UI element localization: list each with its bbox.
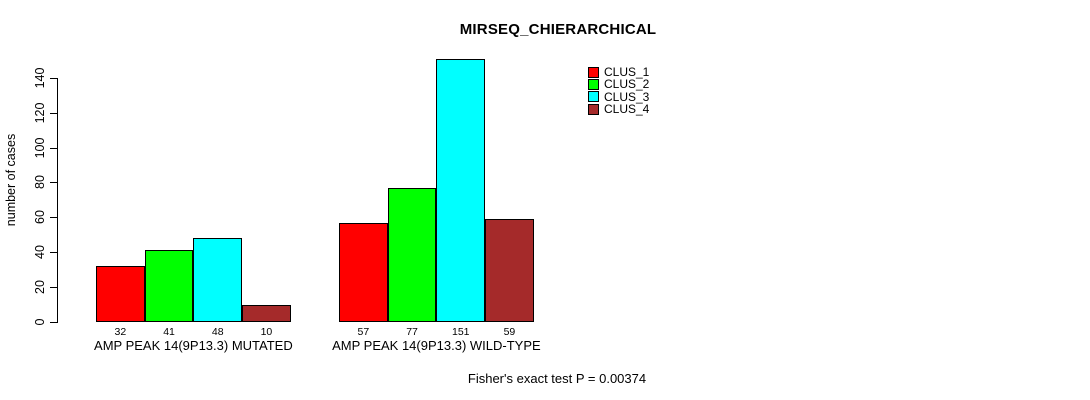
bar-value-label: 151 (451, 326, 470, 338)
y-tick (50, 252, 57, 254)
bar-value-label: 59 (503, 326, 516, 338)
legend-color-swatch-icon (588, 103, 599, 115)
legend-item: CLUS_3 (588, 91, 649, 103)
p-value-caption: Fisher's exact test P = 0.00374 (467, 371, 647, 386)
bar-value-label: 10 (260, 326, 273, 338)
bar-clus_1-group2 (339, 222, 388, 322)
y-tick (50, 322, 57, 323)
y-tick (50, 77, 57, 79)
y-tick (50, 182, 57, 184)
y-tick (50, 287, 57, 289)
y-tick (50, 112, 57, 114)
group-label: AMP PEAK 14(9P13.3) MUTATED (94, 338, 293, 353)
y-tick-label: 100 (33, 137, 47, 158)
y-tick-label: 60 (33, 210, 47, 225)
bar-clus_4-group1 (242, 304, 291, 322)
y-tick-label: 140 (33, 67, 47, 89)
bar-value-label: 57 (357, 326, 370, 338)
y-tick-label: 20 (33, 280, 47, 295)
bar-value-label: 48 (211, 326, 224, 338)
legend-item: CLUS_1 (588, 66, 649, 78)
legend-color-swatch-icon (588, 66, 599, 78)
legend-color-swatch-icon (588, 78, 599, 90)
bar-clus_3-group2 (436, 58, 486, 322)
legend-label: CLUS_4 (604, 102, 650, 117)
legend: CLUS_1 CLUS_2 CLUS_3 CLUS_4 (588, 66, 649, 115)
bar-clus_3-group1 (193, 238, 243, 322)
chart-title: MIRSEQ_CHIERARCHICAL (459, 21, 657, 38)
y-tick-label: 120 (33, 102, 47, 124)
y-axis-line (57, 77, 58, 323)
bar-value-label: 32 (114, 326, 127, 338)
bar-value-label: 41 (163, 326, 175, 338)
y-tick-label: 40 (33, 245, 47, 260)
bar-clus_4-group2 (485, 219, 534, 322)
legend-label: CLUS_1 (604, 65, 650, 80)
y-tick-label: 80 (33, 175, 47, 190)
legend-item: CLUS_4 (588, 103, 649, 115)
legend-item: CLUS_2 (588, 78, 649, 90)
legend-label: CLUS_3 (604, 89, 650, 104)
y-tick-label: 0 (33, 318, 47, 326)
bar-clus_2-group2 (387, 187, 437, 322)
y-tick (50, 217, 57, 219)
bar-clus_2-group1 (144, 250, 194, 322)
bar-clus_1-group1 (96, 266, 145, 322)
legend-label: CLUS_2 (604, 77, 650, 92)
bar-value-label: 77 (406, 326, 418, 338)
group-label: AMP PEAK 14(9P13.3) WILD-TYPE (332, 338, 541, 353)
y-tick (50, 147, 57, 149)
legend-color-swatch-icon (588, 91, 599, 103)
